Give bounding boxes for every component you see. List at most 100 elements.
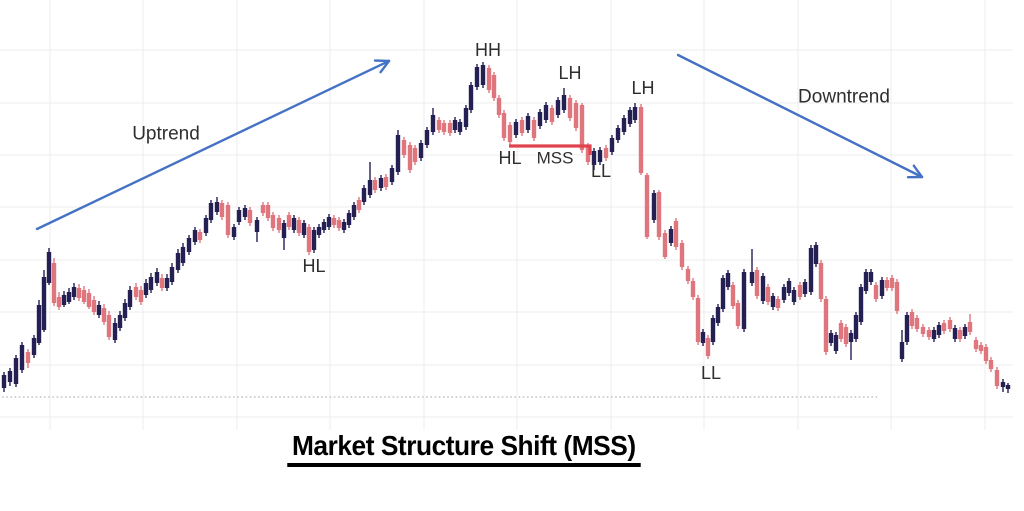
candle-body bbox=[260, 205, 266, 213]
candle-body bbox=[1, 375, 7, 388]
candle-body bbox=[914, 318, 920, 329]
lh-second-label: LH bbox=[631, 78, 655, 98]
candle-body bbox=[474, 67, 480, 87]
candle-body bbox=[346, 213, 352, 225]
candle-body bbox=[276, 218, 282, 230]
candle-body bbox=[148, 277, 154, 290]
candle-body bbox=[122, 303, 128, 318]
uptrend-label: Uptrend bbox=[132, 123, 200, 145]
candle-body bbox=[828, 333, 834, 343]
candle-body bbox=[418, 143, 424, 158]
candle-body bbox=[1000, 382, 1006, 387]
candle-body bbox=[978, 345, 984, 351]
candle-body bbox=[286, 215, 292, 227]
candle-body bbox=[889, 278, 895, 288]
candle-body bbox=[537, 112, 543, 126]
candle-body bbox=[823, 299, 829, 352]
candle-body bbox=[909, 312, 915, 326]
candle-body bbox=[301, 223, 307, 235]
candle-body bbox=[66, 292, 72, 302]
candle-body bbox=[567, 98, 573, 118]
candle-body bbox=[430, 115, 436, 132]
hl-uptrend-label: HL bbox=[302, 256, 326, 276]
candle-body bbox=[700, 332, 706, 343]
candle-body bbox=[775, 299, 781, 308]
candle-body bbox=[496, 98, 502, 115]
candle-body bbox=[41, 277, 47, 330]
candle-body bbox=[138, 290, 144, 302]
candle-body bbox=[231, 227, 237, 237]
candle-body bbox=[407, 145, 413, 170]
candle-body bbox=[858, 287, 864, 322]
downtrend-arrow-head bbox=[912, 164, 924, 179]
candle-body bbox=[513, 122, 519, 135]
candle-body bbox=[106, 315, 112, 337]
candle-body bbox=[186, 238, 192, 252]
candle-body bbox=[931, 330, 937, 339]
candle-body bbox=[175, 253, 181, 270]
candle-body bbox=[967, 322, 973, 332]
candle-body bbox=[543, 105, 549, 120]
candle-body bbox=[463, 108, 469, 127]
candle-body bbox=[973, 340, 979, 349]
candle-body bbox=[621, 118, 627, 132]
candle-body bbox=[326, 217, 332, 227]
mss-break-line bbox=[509, 144, 592, 155]
candle-body bbox=[76, 288, 82, 298]
candle-body bbox=[741, 272, 747, 329]
candle-body bbox=[710, 318, 716, 342]
candle-body bbox=[765, 287, 771, 302]
candle-body bbox=[127, 290, 133, 307]
candle-body bbox=[679, 243, 685, 267]
candle-body bbox=[735, 303, 741, 326]
candle-body bbox=[725, 273, 731, 287]
candle-body bbox=[7, 371, 13, 382]
candle-body bbox=[452, 120, 458, 130]
candle-body bbox=[19, 345, 25, 370]
candle-body bbox=[192, 230, 198, 242]
candle-body bbox=[899, 342, 905, 359]
candle-body bbox=[749, 272, 755, 283]
candle-body bbox=[662, 233, 668, 257]
candle-body bbox=[673, 221, 679, 247]
candle-body bbox=[31, 338, 37, 355]
candle-body bbox=[585, 146, 591, 162]
candle-body bbox=[627, 110, 633, 124]
candle-body bbox=[525, 116, 531, 130]
candle-body bbox=[331, 218, 337, 225]
candle-body bbox=[884, 280, 890, 288]
candle-body bbox=[441, 123, 447, 132]
ll-second-label: LL bbox=[700, 363, 722, 383]
candle-body bbox=[781, 287, 787, 300]
candle-body bbox=[61, 295, 67, 305]
candle-body bbox=[291, 218, 297, 230]
candle-body bbox=[424, 130, 430, 145]
candle-body bbox=[591, 151, 597, 165]
candle-body bbox=[56, 297, 62, 307]
candle-body bbox=[247, 210, 253, 223]
candle-body bbox=[143, 283, 149, 295]
candle-body bbox=[154, 272, 160, 283]
candle-body bbox=[81, 290, 87, 302]
candle-body bbox=[383, 177, 389, 187]
downtrend-label: Downtrend bbox=[798, 86, 890, 108]
candle-body bbox=[549, 108, 555, 122]
candle-body bbox=[760, 276, 766, 301]
candle-body bbox=[436, 120, 442, 130]
candle-body bbox=[833, 335, 839, 351]
candle-body bbox=[501, 113, 507, 138]
candle-body bbox=[486, 68, 492, 90]
candle-body bbox=[389, 168, 395, 182]
candle-body bbox=[491, 75, 497, 98]
candle-body bbox=[715, 307, 721, 323]
candle-body bbox=[180, 247, 186, 263]
candle-body bbox=[894, 282, 900, 311]
candle-body bbox=[236, 210, 242, 222]
candle-body bbox=[214, 202, 220, 212]
candle-body bbox=[311, 230, 317, 250]
candle-body bbox=[112, 323, 118, 340]
candle-body bbox=[86, 293, 92, 307]
candle-body bbox=[316, 227, 322, 235]
candle-body bbox=[797, 285, 803, 297]
